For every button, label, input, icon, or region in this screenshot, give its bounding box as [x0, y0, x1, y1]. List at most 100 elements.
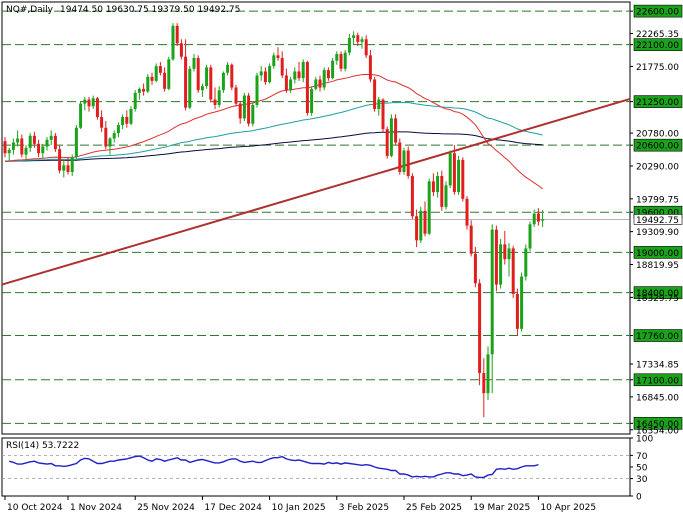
candle-body [427, 181, 431, 234]
candle-body [179, 43, 183, 57]
candle-body [314, 79, 318, 89]
candle-body [364, 39, 368, 56]
candle-body [360, 39, 364, 42]
candle-body [3, 141, 7, 154]
candle-body [385, 129, 389, 156]
candle-body [431, 181, 435, 193]
candle-body [389, 118, 393, 156]
candle-body [490, 229, 494, 355]
rsi-tick-label: 50 [636, 464, 648, 474]
candle-body [125, 117, 129, 124]
y-tick-label: 22600.00 [636, 8, 679, 18]
candle-body [175, 25, 179, 44]
candle-body [24, 147, 28, 155]
candle-body [230, 64, 234, 88]
candle-body [310, 88, 314, 113]
y-tick-label: 17760.00 [636, 332, 679, 342]
candle-body [536, 213, 540, 222]
candle-body [532, 213, 536, 225]
y-tick-label: 21250.00 [636, 98, 679, 108]
candle-body [352, 35, 356, 38]
candle-body [247, 95, 251, 124]
y-tick-label: 19600.00 [636, 209, 679, 219]
y-tick-label: 19309.90 [636, 228, 679, 238]
candle-body [335, 54, 339, 61]
candle-body [368, 55, 372, 80]
candle-body [507, 248, 511, 260]
level-label-box [633, 286, 683, 299]
candle-body [66, 165, 70, 172]
candle-body [268, 66, 272, 83]
candle-body [154, 66, 158, 81]
x-tick-label: 3 Feb 2025 [339, 503, 389, 513]
candle-body [444, 185, 448, 207]
candle-body [133, 92, 137, 109]
x-tick-label: 25 Feb 2025 [406, 503, 462, 513]
candle-body [528, 224, 532, 249]
y-tick-label: 17100.00 [636, 376, 679, 386]
candle-body [209, 67, 213, 100]
candle-body [263, 71, 267, 83]
y-tick-label: 19000.00 [636, 249, 679, 259]
candle-body [318, 79, 322, 88]
candle-body [45, 139, 49, 147]
rsi-tick-label: 70 [636, 452, 648, 462]
y-tick-label: 22100.00 [636, 41, 679, 51]
y-tick-label: 16845.00 [636, 393, 679, 403]
candle-body [423, 210, 427, 234]
x-tick-label: 25 Nov 2024 [137, 503, 195, 513]
candle-body [150, 76, 154, 81]
candle-body [142, 88, 146, 92]
candle-body [16, 138, 20, 143]
candle-body [121, 117, 125, 126]
rsi-tick-label: 0 [636, 493, 642, 503]
candle-body [171, 25, 175, 60]
candle-body [196, 58, 200, 91]
candle-body [284, 75, 288, 91]
level-label-box [633, 138, 683, 152]
candle-body [74, 127, 78, 158]
candle-body [188, 68, 192, 108]
candle-body [406, 150, 410, 177]
candle-body [28, 135, 32, 148]
candle-body [116, 125, 120, 134]
ma-mid-line [4, 101, 543, 162]
candle-body [91, 98, 95, 107]
candle-body [469, 225, 473, 254]
candle-body [440, 176, 444, 207]
level-label-box [633, 38, 683, 51]
candle-body [541, 219, 545, 221]
level-label-box [633, 373, 683, 387]
x-axis: 10 Oct 2024 1 Nov 2024 25 Nov 2024 17 Dec 2… [4, 496, 596, 513]
level-label-box [633, 4, 683, 18]
candle-body [205, 67, 209, 87]
candle-body [200, 86, 204, 91]
level-label-box [633, 246, 683, 259]
candle-body [20, 138, 24, 155]
candle-body [251, 104, 255, 124]
ma-fast-line [4, 73, 543, 190]
candle-body [499, 244, 503, 285]
candle-body [478, 283, 482, 374]
y-tick-label: 16450.00 [636, 420, 679, 430]
candle-body [503, 244, 507, 260]
y-tick-label: 22265.35 [636, 30, 679, 40]
candle-body [511, 248, 515, 294]
candle-body [79, 103, 83, 128]
candle-body [234, 87, 238, 104]
ma-slow-line [5, 131, 543, 162]
candle-body [41, 146, 45, 154]
current-price-label: 19492.75 [636, 216, 679, 226]
candle-body [347, 37, 351, 53]
candle-body [373, 79, 377, 109]
candle-body [398, 142, 402, 172]
candle-body [305, 62, 309, 113]
candle-body [339, 54, 343, 69]
rsi-title: RSI(14) 53.7222 [6, 441, 79, 451]
candle-body [192, 58, 196, 69]
candle-body [32, 135, 36, 144]
candle-body [83, 99, 87, 104]
candle-body [419, 210, 423, 241]
